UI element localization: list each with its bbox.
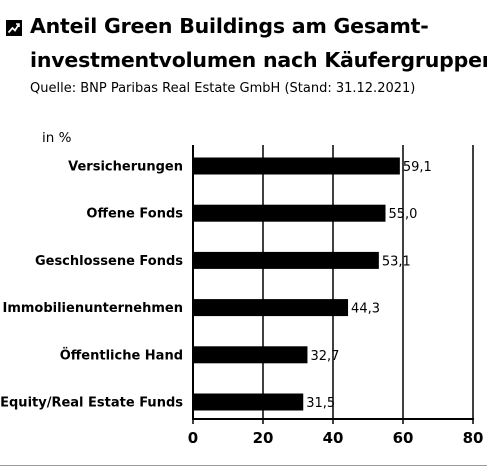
value-label: 59,1 bbox=[403, 160, 432, 175]
x-tick-label: 20 bbox=[253, 429, 274, 447]
bar bbox=[193, 299, 349, 317]
unit-label: in % bbox=[42, 130, 72, 146]
bar bbox=[193, 204, 386, 222]
value-label: 31,5 bbox=[306, 396, 335, 411]
category-label: Immobilienunternehmen bbox=[2, 301, 183, 316]
category-label: Versicherungen bbox=[68, 160, 183, 175]
x-tick-label: 80 bbox=[463, 429, 484, 447]
category-label: Öffentliche Hand bbox=[60, 347, 183, 363]
category-label: Equity/Real Estate Funds bbox=[0, 396, 183, 411]
value-label: 53,1 bbox=[382, 254, 411, 269]
category-label: Geschlossene Fonds bbox=[35, 254, 183, 269]
bottom-divider bbox=[0, 465, 487, 466]
x-tick-label: 0 bbox=[188, 429, 198, 447]
value-label: 44,3 bbox=[351, 302, 380, 317]
line-chart-icon bbox=[6, 20, 22, 36]
category-label: Offene Fonds bbox=[86, 207, 183, 222]
bar bbox=[193, 157, 400, 175]
bar bbox=[193, 393, 304, 411]
chart-title-line-2: investmentvolumen nach Käufergruppen bbox=[30, 48, 487, 72]
x-tick-label: 60 bbox=[393, 429, 414, 447]
value-label: 55,0 bbox=[389, 207, 418, 222]
value-label: 32,7 bbox=[310, 349, 339, 364]
x-tick-label: 40 bbox=[323, 429, 344, 447]
source-note: Quelle: BNP Paribas Real Estate GmbH (St… bbox=[30, 81, 416, 96]
bar bbox=[193, 346, 308, 364]
chart-title-line-1: Anteil Green Buildings am Gesamt- bbox=[30, 14, 429, 38]
bar bbox=[193, 251, 379, 269]
